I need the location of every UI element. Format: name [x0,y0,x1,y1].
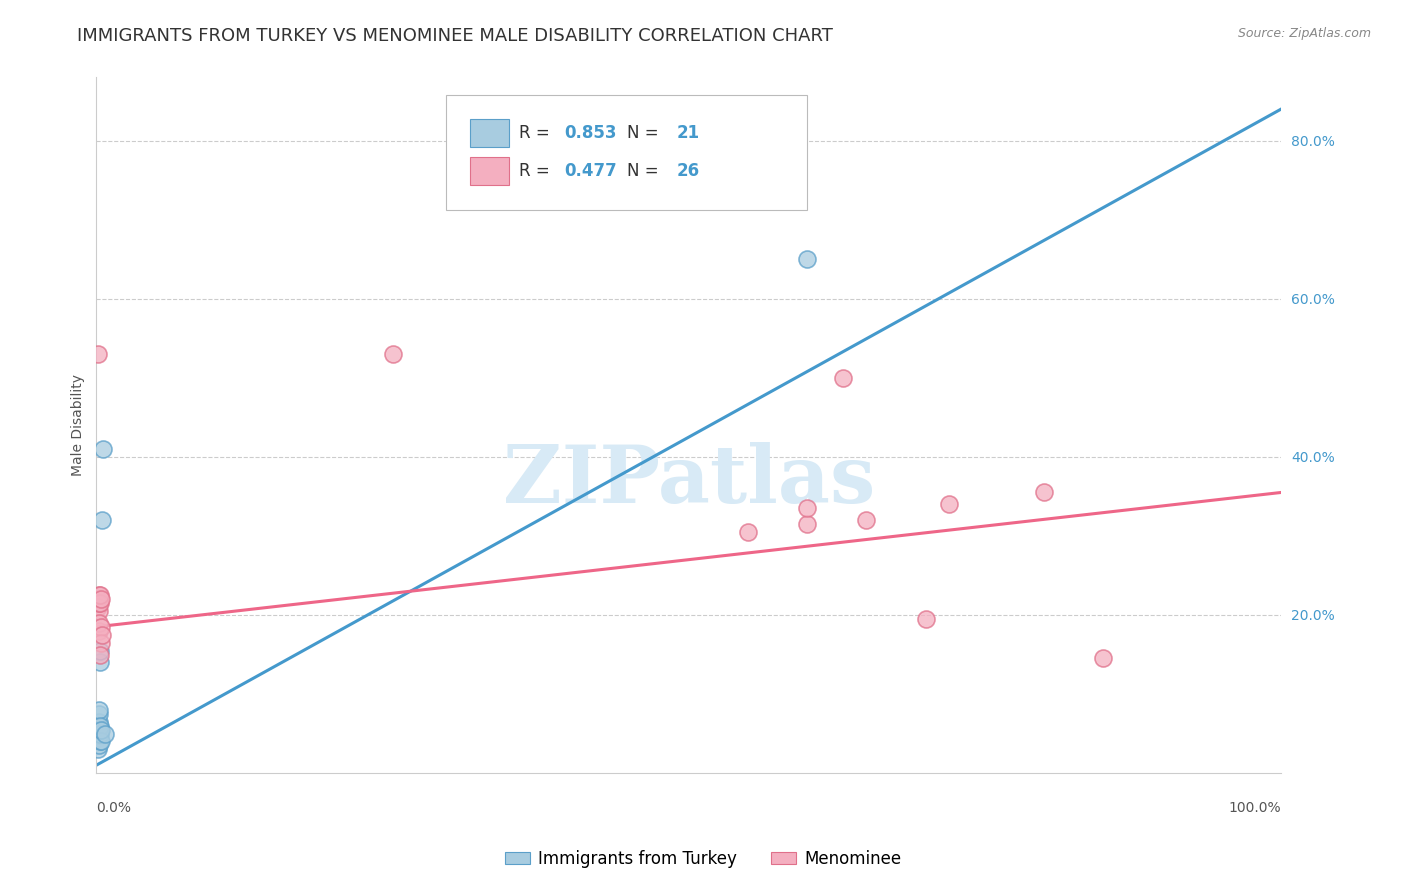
Point [737,524,759,539]
FancyBboxPatch shape [446,95,807,210]
Point [381,347,404,361]
Text: R =: R = [519,162,555,180]
Point [87,615,110,630]
Text: IMMIGRANTS FROM TURKEY VS MENOMINEE MALE DISABILITY CORRELATION CHART: IMMIGRANTS FROM TURKEY VS MENOMINEE MALE… [77,27,834,45]
Point [89,596,111,610]
Legend: Immigrants from Turkey, Menominee: Immigrants from Turkey, Menominee [498,844,908,875]
Point [87,725,110,739]
Point [1033,485,1056,500]
Point [87,596,110,610]
Point [86,723,108,737]
Point [87,703,110,717]
Point [86,719,108,733]
Point [87,728,110,742]
Text: ZIPatlas: ZIPatlas [502,442,875,520]
Point [86,742,108,756]
Text: 21: 21 [676,124,700,142]
Point [831,371,853,385]
Point [796,501,818,516]
Point [90,592,112,607]
Point [86,347,108,361]
Text: 0.853: 0.853 [564,124,617,142]
Point [89,719,111,733]
Point [87,604,110,618]
Point [91,513,114,527]
Text: 100.0%: 100.0% [1229,801,1281,815]
Point [87,624,110,638]
Point [91,628,114,642]
Text: N =: N = [627,162,664,180]
Point [90,635,112,649]
Text: 26: 26 [676,162,700,180]
Point [89,726,111,740]
Point [89,656,111,670]
Point [93,726,115,740]
Point [89,588,111,602]
Point [796,252,818,267]
Point [796,517,818,532]
Point [86,600,108,615]
Point [86,596,108,610]
Point [89,643,111,657]
FancyBboxPatch shape [470,158,509,186]
Point [87,714,110,729]
Point [90,620,112,634]
Point [87,706,110,721]
FancyBboxPatch shape [470,120,509,147]
Point [87,588,110,602]
Point [86,731,108,745]
Point [87,739,110,753]
Point [89,734,111,748]
Text: Source: ZipAtlas.com: Source: ZipAtlas.com [1237,27,1371,40]
Text: R =: R = [519,124,555,142]
Point [855,513,877,527]
Point [1092,651,1115,665]
Point [93,442,115,456]
Text: 0.0%: 0.0% [97,801,131,815]
Text: 0.477: 0.477 [564,162,617,180]
Text: N =: N = [627,124,664,142]
Point [914,612,936,626]
Point [89,648,111,662]
Y-axis label: Male Disability: Male Disability [72,375,86,476]
Point [86,592,108,607]
Point [938,497,960,511]
Point [90,723,112,737]
Point [90,734,112,748]
